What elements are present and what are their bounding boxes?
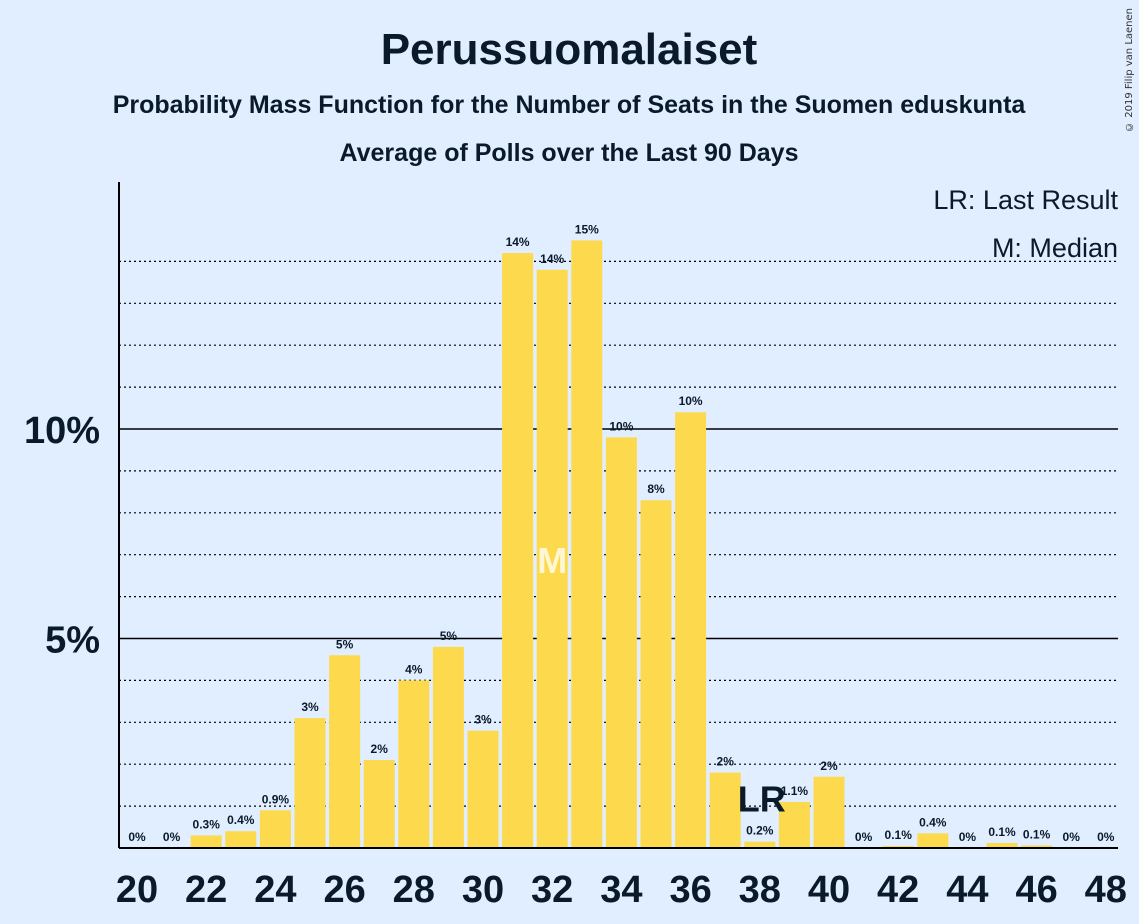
bar-label-22: 0.3%	[193, 817, 221, 831]
median-marker: M	[537, 540, 567, 581]
chart-subtitle: Probability Mass Function for the Number…	[113, 91, 1027, 119]
bar-46	[1021, 845, 1053, 848]
y-tick-label-10: 10%	[24, 410, 100, 452]
bar-28	[398, 680, 430, 848]
bar-label-34: 10%	[609, 419, 633, 433]
x-tick-label-34: 34	[600, 869, 642, 911]
bar-27	[363, 760, 395, 848]
y-tick-label-5: 5%	[45, 620, 100, 662]
x-tick-labels: 20 22 24 26 28 30 32 34 36 38 40 42 44 46 48	[116, 869, 1127, 911]
bar-label-47: 0%	[1063, 830, 1081, 844]
bar-34	[605, 437, 637, 848]
x-tick-label-30: 30	[462, 869, 504, 911]
chart-subtitle-2: Average of Polls over the Last 90 Days	[340, 139, 799, 167]
bar-label-32: 14%	[540, 252, 564, 266]
legend-median: M: Median	[992, 233, 1118, 263]
bar-label-41: 0%	[855, 830, 873, 844]
bar-label-21: 0%	[163, 830, 181, 844]
bar-35	[640, 500, 672, 848]
bar-label-48: 0%	[1097, 830, 1115, 844]
x-tick-label-42: 42	[877, 869, 919, 911]
bar-39	[778, 801, 810, 848]
y-tick-labels: 5% 10%	[24, 410, 100, 662]
bar-label-46: 0.1%	[1023, 827, 1051, 841]
bar-label-39: 1.1%	[781, 784, 809, 798]
bar-label-20: 0%	[128, 830, 146, 844]
bar-43	[917, 833, 949, 848]
x-tick-label-32: 32	[531, 869, 573, 911]
bar-label-27: 2%	[371, 742, 389, 756]
bar-40	[813, 776, 845, 848]
bar-32	[536, 269, 568, 848]
axes	[118, 182, 1118, 849]
bar-22	[190, 835, 222, 848]
bar-label-42: 0.1%	[885, 828, 913, 842]
bar-label-44: 0%	[959, 830, 977, 844]
bar-45	[986, 842, 1018, 848]
x-tick-label-38: 38	[739, 869, 781, 911]
bar-label-26: 5%	[336, 637, 354, 651]
x-tick-label-40: 40	[808, 869, 850, 911]
x-tick-label-46: 46	[1015, 869, 1057, 911]
bar-37	[709, 772, 741, 848]
bar-23	[225, 831, 257, 848]
x-tick-label-22: 22	[185, 869, 227, 911]
bar-labels: 0% 0% 0.3% 0.4% 0.9% 3% 5% 2% 4% 5% 3% 14% 14% 15% 10%…	[128, 222, 1114, 844]
grid-lines	[119, 260, 1118, 807]
bar-29	[432, 646, 464, 848]
bar-label-36: 10%	[679, 394, 703, 408]
x-tick-label-28: 28	[393, 869, 435, 911]
bar-30	[467, 730, 499, 848]
legend-last-result: LR: Last Result	[933, 185, 1118, 215]
bar-label-29: 5%	[440, 629, 458, 643]
x-tick-label-26: 26	[323, 869, 365, 911]
bar-label-31: 14%	[506, 235, 530, 249]
bar-label-43: 0.4%	[919, 815, 947, 829]
bar-33	[571, 240, 603, 848]
bar-label-28: 4%	[405, 662, 423, 676]
copyright-notice: © 2019 Filip van Laenen	[1124, 8, 1135, 132]
last-result-marker: LR	[738, 779, 786, 820]
bar-label-45: 0.1%	[988, 825, 1016, 839]
bar-36	[675, 412, 707, 848]
bar-series	[190, 240, 1053, 848]
bar-label-38: 0.2%	[746, 824, 774, 838]
bar-26	[329, 655, 361, 848]
bar-38	[744, 841, 776, 848]
bar-label-23: 0.4%	[227, 813, 255, 827]
x-tick-label-48: 48	[1085, 869, 1127, 911]
bar-42	[882, 845, 914, 848]
bar-24	[259, 810, 291, 848]
chart-title: Perussuomalaiset	[381, 25, 758, 74]
bar-label-37: 2%	[717, 755, 735, 769]
bar-31	[502, 253, 534, 848]
x-tick-label-44: 44	[946, 869, 988, 911]
bar-25	[294, 718, 326, 848]
x-tick-label-20: 20	[116, 869, 158, 911]
bar-label-24: 0.9%	[262, 792, 290, 806]
markers: M LR	[537, 540, 786, 820]
bar-label-25: 3%	[301, 700, 319, 714]
x-tick-label-24: 24	[254, 869, 296, 911]
bar-label-35: 8%	[647, 482, 665, 496]
bar-label-33: 15%	[575, 222, 599, 236]
bar-label-30: 3%	[474, 713, 492, 727]
x-tick-label-36: 36	[669, 869, 711, 911]
bar-label-40: 2%	[820, 759, 838, 773]
